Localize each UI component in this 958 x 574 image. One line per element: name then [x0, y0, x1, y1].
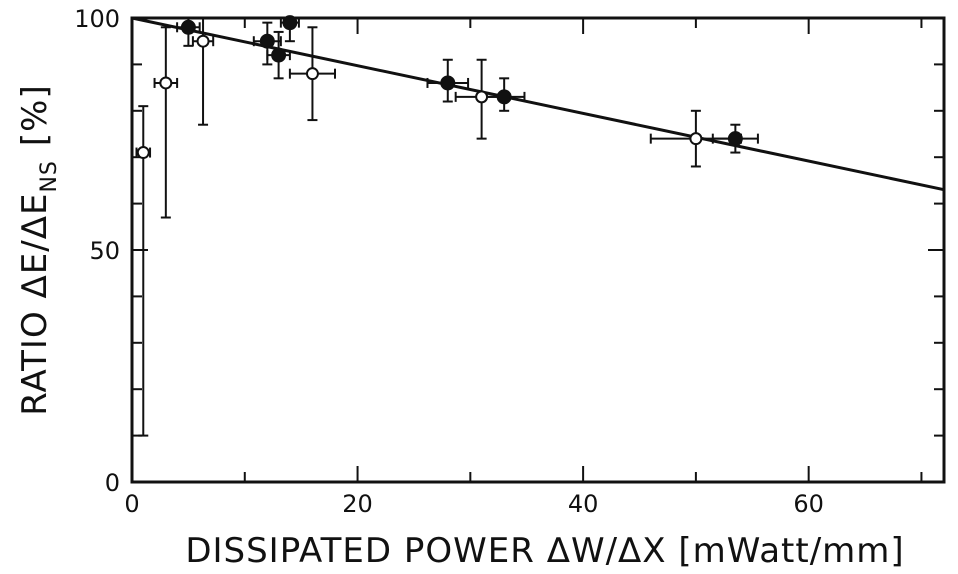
- y-axis-title-subscript: NS: [37, 160, 62, 192]
- axis-ticks: [131, 17, 944, 483]
- data-point-open: [689, 132, 703, 146]
- data-point-open: [305, 67, 319, 81]
- x-axis-title: DISSIPATED POWER ΔW/ΔX [mWatt/mm]: [185, 531, 904, 571]
- data-point-filled: [727, 131, 743, 147]
- data-point-open: [159, 76, 173, 90]
- x-tick-label: 20: [342, 490, 373, 518]
- y-axis-title-unit: [%]: [15, 84, 55, 146]
- data-point-open: [196, 34, 210, 48]
- data-point-open: [136, 146, 150, 160]
- x-tick-label: 60: [793, 490, 824, 518]
- data-point-filled: [496, 89, 512, 105]
- data-point-filled: [440, 75, 456, 91]
- y-axis-title-main: RATIO ΔE/ΔE: [15, 193, 55, 416]
- data-point-open: [475, 90, 489, 104]
- plot-frame: [130, 16, 946, 484]
- tick-labels: 0 20 40 60 0 50 100: [74, 5, 824, 518]
- x-tick-label: 40: [568, 490, 599, 518]
- y-tick-label: 50: [89, 237, 120, 265]
- data-point-filled: [282, 15, 298, 31]
- data-point-filled: [271, 47, 287, 63]
- y-axis-title: RATIO ΔE/ΔENS [%]: [15, 84, 62, 415]
- x-tick-label: 0: [124, 490, 139, 518]
- y-tick-label: 100: [74, 5, 120, 33]
- data-points: [136, 15, 743, 160]
- data-point-filled: [180, 19, 196, 35]
- y-tick-label: 0: [105, 469, 120, 497]
- data-point-filled: [259, 33, 275, 49]
